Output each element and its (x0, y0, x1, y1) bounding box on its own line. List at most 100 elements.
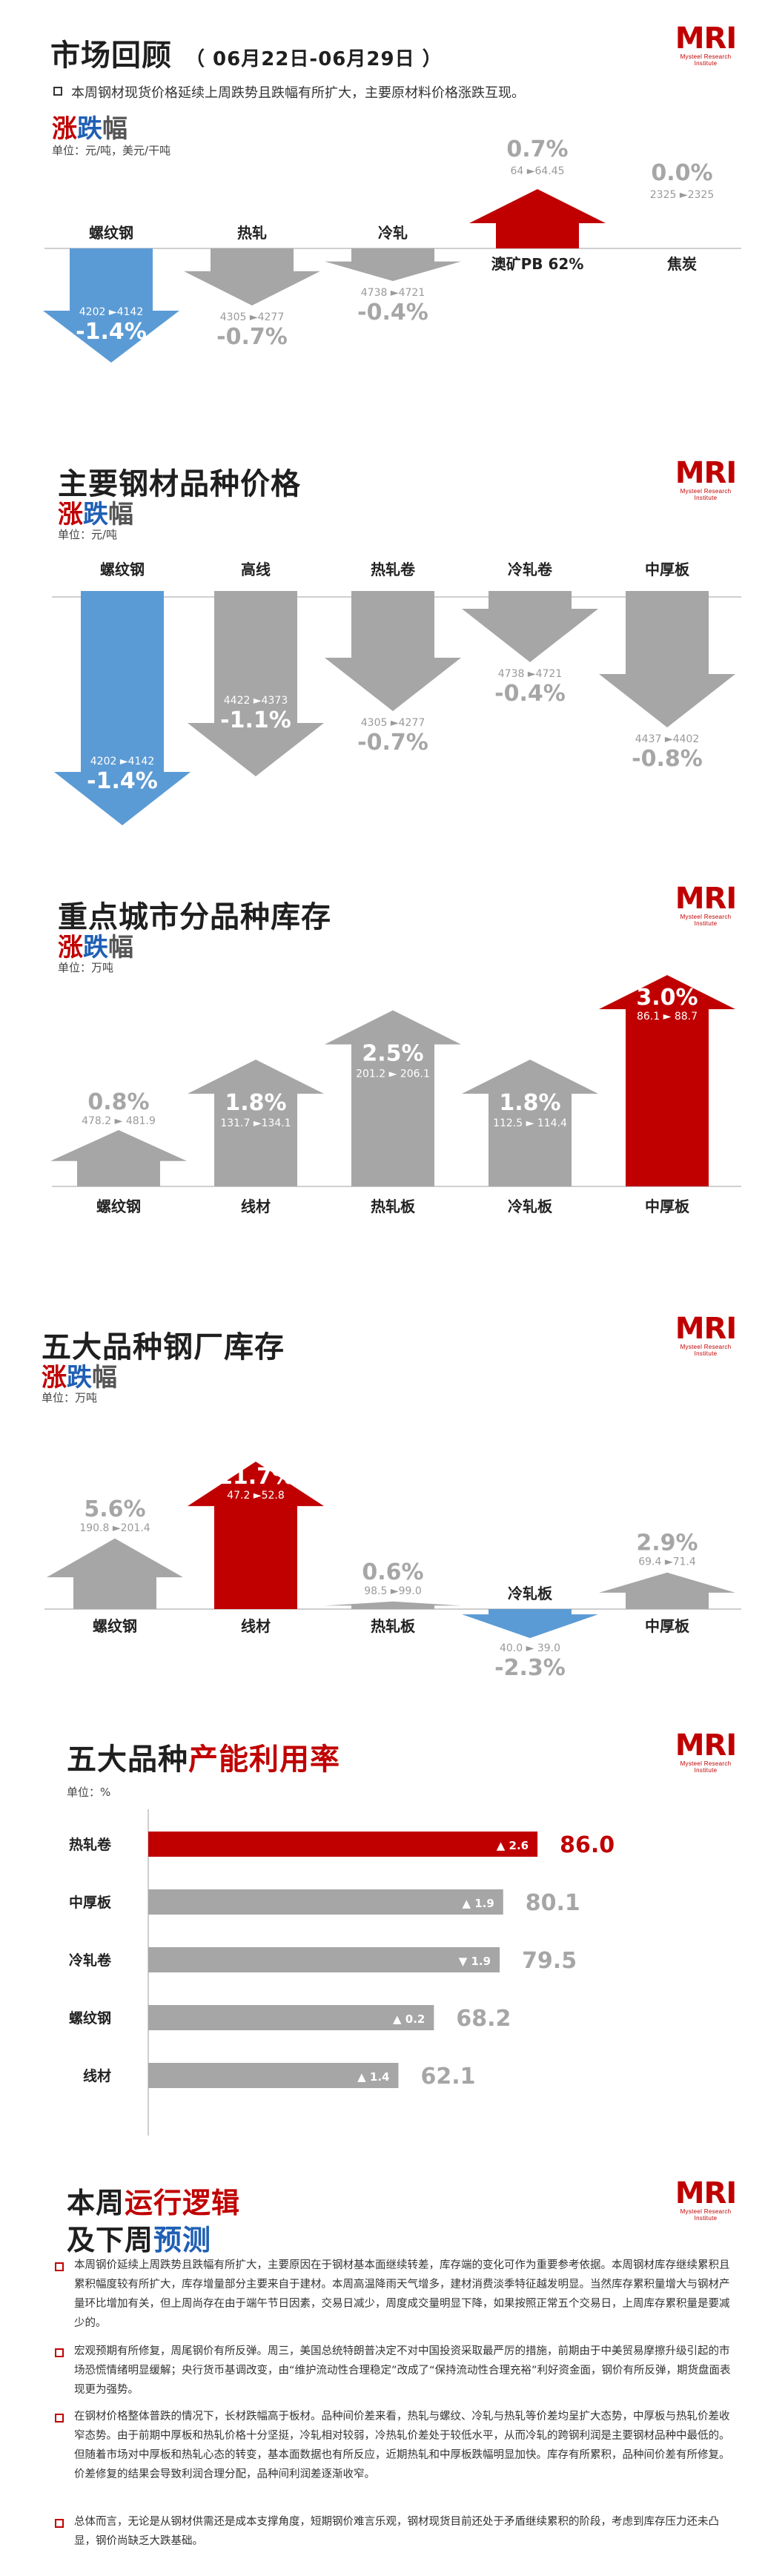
legend-zhang-die-fu: 涨跌幅 (52, 114, 128, 144)
from-to-label: 4202 ►4142 (79, 306, 143, 318)
category-label: 螺纹钢 (89, 224, 133, 242)
from-to-label: 69.4 ►71.4 (638, 1556, 696, 1568)
from-to-label: 4202 ►4142 (90, 756, 154, 767)
bullet-square-icon (55, 2414, 64, 2423)
arrow-中厚板 (599, 591, 735, 727)
unit-label: 单位：元/吨，美元/干吨 (52, 144, 171, 157)
pct-label: -0.4% (494, 681, 566, 707)
chart-steel-prices: 螺纹钢 4202 ►4142-1.4% 高线 4422 ►4373-1.1% 热轧卷 43… (52, 561, 741, 825)
paragraph-1: 本周钢价延续上周跌势且跌幅有所扩大，主要原因在于钢材基本面继续转差，库存端的变化… (74, 2259, 730, 2329)
date-range: （ 06月22日-06月29日 ） (185, 48, 443, 70)
section-city-inventory: 重点城市分品种库存 涨跌幅 单位：万吨 MRI Mysteel Research … (0, 882, 765, 1238)
pct-label: 5.6% (84, 1496, 145, 1522)
pct-label: -1.4% (76, 319, 147, 345)
section-capacity-utilization: 五大品种产能利用率 单位：% MRI Mysteel Research Insti… (0, 1720, 765, 2136)
from-to-label: 131.7 ►134.1 (220, 1117, 291, 1129)
from-to-label: 64 ►64.45 (510, 165, 564, 177)
arrow-线材 (188, 1060, 324, 1186)
pct-label: 0.0% (651, 160, 712, 186)
category-label: 热轧板 (371, 1617, 416, 1635)
category-label: 高线 (241, 561, 271, 578)
category-label: 冷轧 (378, 224, 408, 242)
pct-label: -1.4% (87, 768, 158, 794)
from-to-label: 190.8 ►201.4 (79, 1522, 150, 1534)
change-label: ▲ 0.2 (393, 2012, 425, 2026)
unit-label: 单位：% (67, 1786, 111, 1799)
bar-线材 (148, 2063, 399, 2088)
chart-capacity-utilization: 热轧卷 ▲ 2.6 86.0 中厚板 ▲ 1.9 80.1 冷轧卷 ▼ 1.9 79.5 螺纹钢 ▲… (69, 1809, 615, 2136)
summary-note: 本周钢材现货价格延续上周跌势且跌幅有所扩大，主要原材料价格涨跌互现。 (71, 85, 525, 101)
section-title: 五大品种产能利用率 (67, 1743, 340, 1777)
arrow-高线 (188, 591, 324, 776)
arrow-中厚板 (599, 1572, 735, 1609)
category-label: 冷轧卷 (69, 1952, 112, 1969)
value-label: 62.1 (420, 2064, 475, 2090)
pct-label: -1.1% (220, 707, 291, 733)
category-label: 线材 (83, 2067, 111, 2084)
from-to-label: 4305 ►4277 (361, 717, 425, 729)
paragraph-2: 宏观预期有所修复，周尾钢价有所反弹。周三，美国总统特朗普决定不对中国投资采取最严… (74, 2345, 731, 2396)
from-to-label: 4738 ►4721 (361, 287, 425, 299)
bullet-square-icon (55, 2348, 64, 2357)
pct-label: -0.7% (357, 730, 428, 756)
from-to-label: 2325 ►2325 (650, 189, 714, 201)
from-to-label: 201.2 ► 206.1 (356, 1069, 430, 1080)
arrow-冷轧 (325, 248, 461, 281)
paragraph-4: 总体而言，无论是从钢材供需还是成本支撑角度，短期钢价难言乐观，钢材现货目前还处于… (74, 2516, 719, 2547)
pct-label: -0.7% (216, 324, 288, 350)
change-label: ▲ 1.9 (462, 1897, 494, 1910)
legend-zhang-die-fu: 涨跌幅 (58, 933, 133, 962)
from-to-label: 478.2 ► 481.9 (82, 1115, 156, 1127)
value-label: 68.2 (456, 2006, 511, 2032)
arrow-冷轧卷 (462, 591, 598, 662)
chart-mill-inventory: 5.6%190.8 ►201.4 螺纹钢 11.7%47.2 ►52.8 线材 0.6%… (44, 1462, 741, 1681)
section-title: 五大品种钢厂库存 (42, 1330, 285, 1364)
from-to-label: 86.1 ► 88.7 (637, 1011, 698, 1023)
from-to-label: 40.0 ► 39.0 (500, 1642, 560, 1654)
pct-label: 1.8% (225, 1090, 286, 1116)
from-to-label: 4738 ►4721 (498, 668, 562, 680)
legend-zhang-die-fu: 涨跌幅 (58, 500, 133, 529)
section-weekly-logic: 本周运行逻辑 及下周预测 MRI Mysteel Research Institu… (0, 2173, 765, 2576)
bar-冷轧卷 (148, 1947, 500, 1972)
pct-label: 2.9% (636, 1530, 698, 1556)
chart-market-review: 螺纹钢 4202 ►4142-1.4% 热轧 4305 ►4277-0.7% 冷轧 473… (43, 136, 741, 363)
mri-logo: MRI Mysteel Research Institute (675, 1312, 738, 1357)
legend-zhang-die-fu: 涨跌幅 (42, 1363, 117, 1393)
category-label: 冷轧卷 (508, 561, 553, 578)
arrow-螺纹钢 (47, 1538, 183, 1609)
pct-label: 2.5% (362, 1041, 423, 1067)
category-label: 螺纹钢 (93, 1617, 137, 1635)
arrow-线材 (188, 1462, 324, 1609)
section-title-line2: 及下周预测 (67, 2224, 212, 2256)
pct-label: 1.8% (499, 1090, 560, 1116)
value-label: 86.0 (560, 1832, 615, 1858)
pct-label: -2.3% (494, 1655, 566, 1681)
bar-热轧卷 (148, 1832, 538, 1857)
arrow-螺纹钢 (54, 591, 191, 825)
change-label: ▼ 1.9 (459, 1955, 491, 1968)
category-label: 冷轧板 (508, 1198, 553, 1215)
mri-logo: MRI Mysteel Research Institute (675, 456, 738, 501)
unit-label: 单位：万吨 (42, 1391, 98, 1404)
paragraph-3: 在钢材价格整体普跌的情况下，长材跌幅高于板材。品种间价差来看，热轧与螺纹、冷轧与… (74, 2411, 730, 2480)
pct-label: 3.0% (636, 985, 698, 1011)
unit-label: 单位：万吨 (58, 961, 114, 974)
category-label: 螺纹钢 (69, 2009, 111, 2027)
category-label: 螺纹钢 (96, 1198, 141, 1215)
category-label: 中厚板 (645, 1198, 690, 1215)
arrow-螺纹钢 (50, 1130, 187, 1186)
mri-logo: MRI Mysteel Research Institute (675, 882, 738, 927)
arrow-螺纹钢 (43, 248, 179, 363)
bullet-square-icon (55, 2519, 64, 2528)
arrow-热轧卷 (325, 591, 461, 711)
mri-logo: MRI Mysteel Research Institute (675, 22, 738, 67)
from-to-label: 4437 ►4402 (635, 733, 699, 745)
arrow-澳矿PB 62% (469, 189, 606, 248)
arrow-热轧板 (325, 1601, 461, 1609)
section-title: 市场回顾（ 06月22日-06月29日 ） (50, 39, 443, 73)
section-title-line1: 本周运行逻辑 (67, 2187, 241, 2219)
category-label: 热轧板 (371, 1198, 416, 1215)
mri-logo: MRI Mysteel Research Institute (675, 1728, 738, 1774)
category-label: 热轧卷 (69, 1836, 112, 1853)
